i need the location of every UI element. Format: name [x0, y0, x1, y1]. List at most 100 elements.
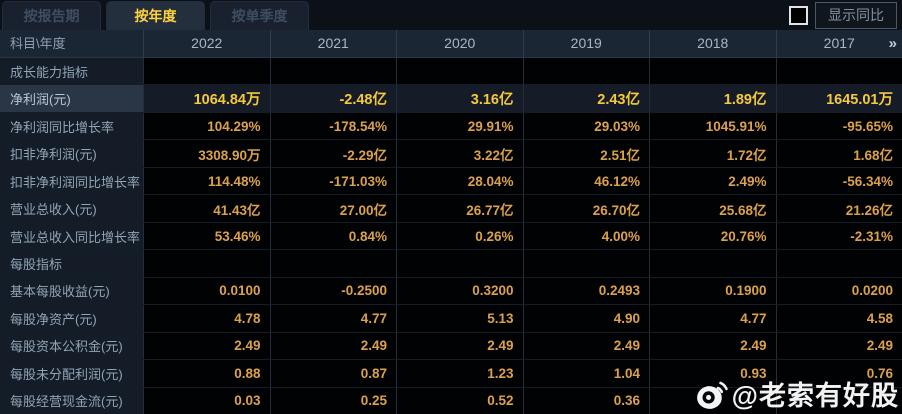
- tab-by-single-quarter[interactable]: 按单季度: [210, 1, 309, 30]
- value-cell: 0.52: [396, 387, 523, 414]
- table-header-row: 科目\年度 2022 2021 2020 2019 2018 2017 »: [0, 30, 902, 58]
- corner-header-label: 科目\年度: [10, 36, 66, 51]
- table-row: 扣非净利润(元) 3308.90万 -2.29亿 3.22亿 2.51亿 1.72亿 1.6…: [0, 140, 902, 168]
- table-body: 成长能力指标 净利润(元) 1064.84万 -2.48亿 3.16亿 2.43亿 1.89…: [0, 58, 902, 414]
- table-row: 每股资本公积金(元) 2.49 2.49 2.49 2.49 2.49 2.49: [0, 332, 902, 361]
- value-cell: 2.49: [649, 332, 776, 360]
- value-cell: -178.54%: [269, 112, 396, 140]
- value-cell: 26.77亿: [396, 195, 523, 222]
- table-row: 每股未分配利润(元) 0.88 0.87 1.23 1.04 0.93 0.76: [0, 360, 902, 388]
- value-cell: 28.04%: [396, 167, 523, 195]
- year-header-2022: 2022: [143, 30, 270, 57]
- value-cell: 0.76: [775, 360, 902, 387]
- row-label: 基本每股收益(元): [0, 277, 143, 305]
- year-header-2021: 2021: [269, 30, 397, 57]
- value-cell: 2.51亿: [522, 140, 649, 167]
- row-label: 营业总收入(元): [0, 195, 143, 222]
- row-label: 每股经营现金流(元): [0, 387, 143, 414]
- value-cell: 3.16亿: [396, 85, 523, 112]
- value-cell: -0.2500: [269, 277, 396, 305]
- value-cell: 20.76%: [649, 222, 776, 250]
- value-cell: 4.58: [775, 305, 902, 332]
- value-cell: 1045.91%: [649, 112, 776, 140]
- row-label: 每股指标: [0, 250, 143, 277]
- table-row: 基本每股收益(元) 0.0100 -0.2500 0.3200 0.2493 0.1900…: [0, 277, 902, 306]
- table-row: 营业总收入(元) 41.43亿 27.00亿 26.77亿 26.70亿 25.68亿 21…: [0, 195, 902, 223]
- row-label: 成长能力指标: [0, 58, 143, 85]
- more-years-chevron-icon[interactable]: »: [888, 35, 897, 52]
- value-cell: 0.1900: [649, 277, 776, 305]
- value-cell: 3308.90万: [143, 140, 270, 167]
- value-cell: 2.49: [396, 332, 523, 360]
- value-cell: -95.65%: [775, 112, 902, 140]
- value-cell: 27.00亿: [269, 195, 396, 222]
- value-cell: [649, 58, 776, 85]
- year-header-2018: 2018: [649, 30, 776, 57]
- value-cell: 2.43亿: [522, 85, 649, 112]
- table-row: 净利润(元) 1064.84万 -2.48亿 3.16亿 2.43亿 1.89亿 1645.…: [0, 85, 902, 113]
- value-cell: 0.26%: [396, 222, 523, 250]
- value-cell: 4.00%: [522, 222, 649, 250]
- value-cell: [269, 58, 396, 85]
- year-header-2017: 2017 »: [775, 30, 902, 57]
- value-cell: 26.70亿: [522, 195, 649, 222]
- value-cell: 29.91%: [396, 112, 523, 140]
- value-cell: [775, 250, 902, 277]
- value-cell: [775, 387, 902, 414]
- value-cell: 0.0200: [775, 277, 902, 305]
- value-cell: 2.49: [143, 332, 270, 360]
- show-yoy-toggle-label[interactable]: 显示同比: [815, 1, 897, 29]
- value-cell: 29.03%: [522, 112, 649, 140]
- value-cell: 21.26亿: [775, 195, 902, 222]
- value-cell: [522, 58, 649, 85]
- value-cell: -171.03%: [269, 167, 396, 195]
- value-cell: [269, 250, 396, 277]
- value-cell: 1.23: [396, 360, 523, 387]
- value-cell: 0.93: [649, 360, 776, 387]
- tab-by-year[interactable]: 按年度: [106, 1, 205, 30]
- table-row: 净利润同比增长率 104.29% -178.54% 29.91% 29.03% 1045.…: [0, 112, 902, 141]
- row-label: 净利润同比增长率: [0, 112, 143, 140]
- value-cell: 4.77: [649, 305, 776, 332]
- table-row: 扣非净利润同比增长率 114.48% -171.03% 28.04% 46.12% 2.4…: [0, 167, 902, 196]
- value-cell: 0.25: [269, 387, 396, 414]
- value-cell: 0.88: [143, 360, 270, 387]
- value-cell: 3.22亿: [396, 140, 523, 167]
- value-cell: -2.31%: [775, 222, 902, 250]
- value-cell: [649, 250, 776, 277]
- value-cell: -2.48亿: [269, 85, 396, 112]
- year-header-2019: 2019: [522, 30, 650, 57]
- value-cell: 0.2493: [522, 277, 649, 305]
- value-cell: 1.72亿: [649, 140, 776, 167]
- period-tabbar: 按报告期 按年度 按单季度 显示同比: [0, 0, 902, 30]
- value-cell: [143, 250, 270, 277]
- row-label: 每股净资产(元): [0, 305, 143, 332]
- value-cell: 2.49: [522, 332, 649, 360]
- value-cell: 5.13: [396, 305, 523, 332]
- value-cell: 0.36: [522, 387, 649, 414]
- value-cell: [522, 250, 649, 277]
- value-cell: [396, 58, 523, 85]
- value-cell: 0.87: [269, 360, 396, 387]
- row-label: 每股资本公积金(元): [0, 332, 143, 360]
- year-header-label: 2017: [823, 35, 855, 51]
- value-cell: 41.43亿: [143, 195, 270, 222]
- table-row: 营业总收入同比增长率 53.46% 0.84% 0.26% 4.00% 20.76% -2.…: [0, 222, 902, 251]
- value-cell: 0.3200: [396, 277, 523, 305]
- value-cell: [143, 58, 270, 85]
- value-cell: 1645.01万: [775, 85, 902, 112]
- show-yoy-checkbox[interactable]: [789, 5, 808, 25]
- value-cell: 4.77: [269, 305, 396, 332]
- value-cell: [775, 58, 902, 85]
- value-cell: 104.29%: [143, 112, 270, 140]
- value-cell: 114.48%: [143, 167, 270, 195]
- value-cell: 4.90: [522, 305, 649, 332]
- value-cell: 1.04: [522, 360, 649, 387]
- section-header-row: 每股指标: [0, 250, 902, 278]
- row-label: 扣非净利润同比增长率: [0, 167, 143, 195]
- tab-by-report-period[interactable]: 按报告期: [2, 1, 101, 30]
- year-header-2020: 2020: [396, 30, 523, 57]
- value-cell: [396, 250, 523, 277]
- value-cell: 46.12%: [522, 167, 649, 195]
- value-cell: 2.49: [269, 332, 396, 360]
